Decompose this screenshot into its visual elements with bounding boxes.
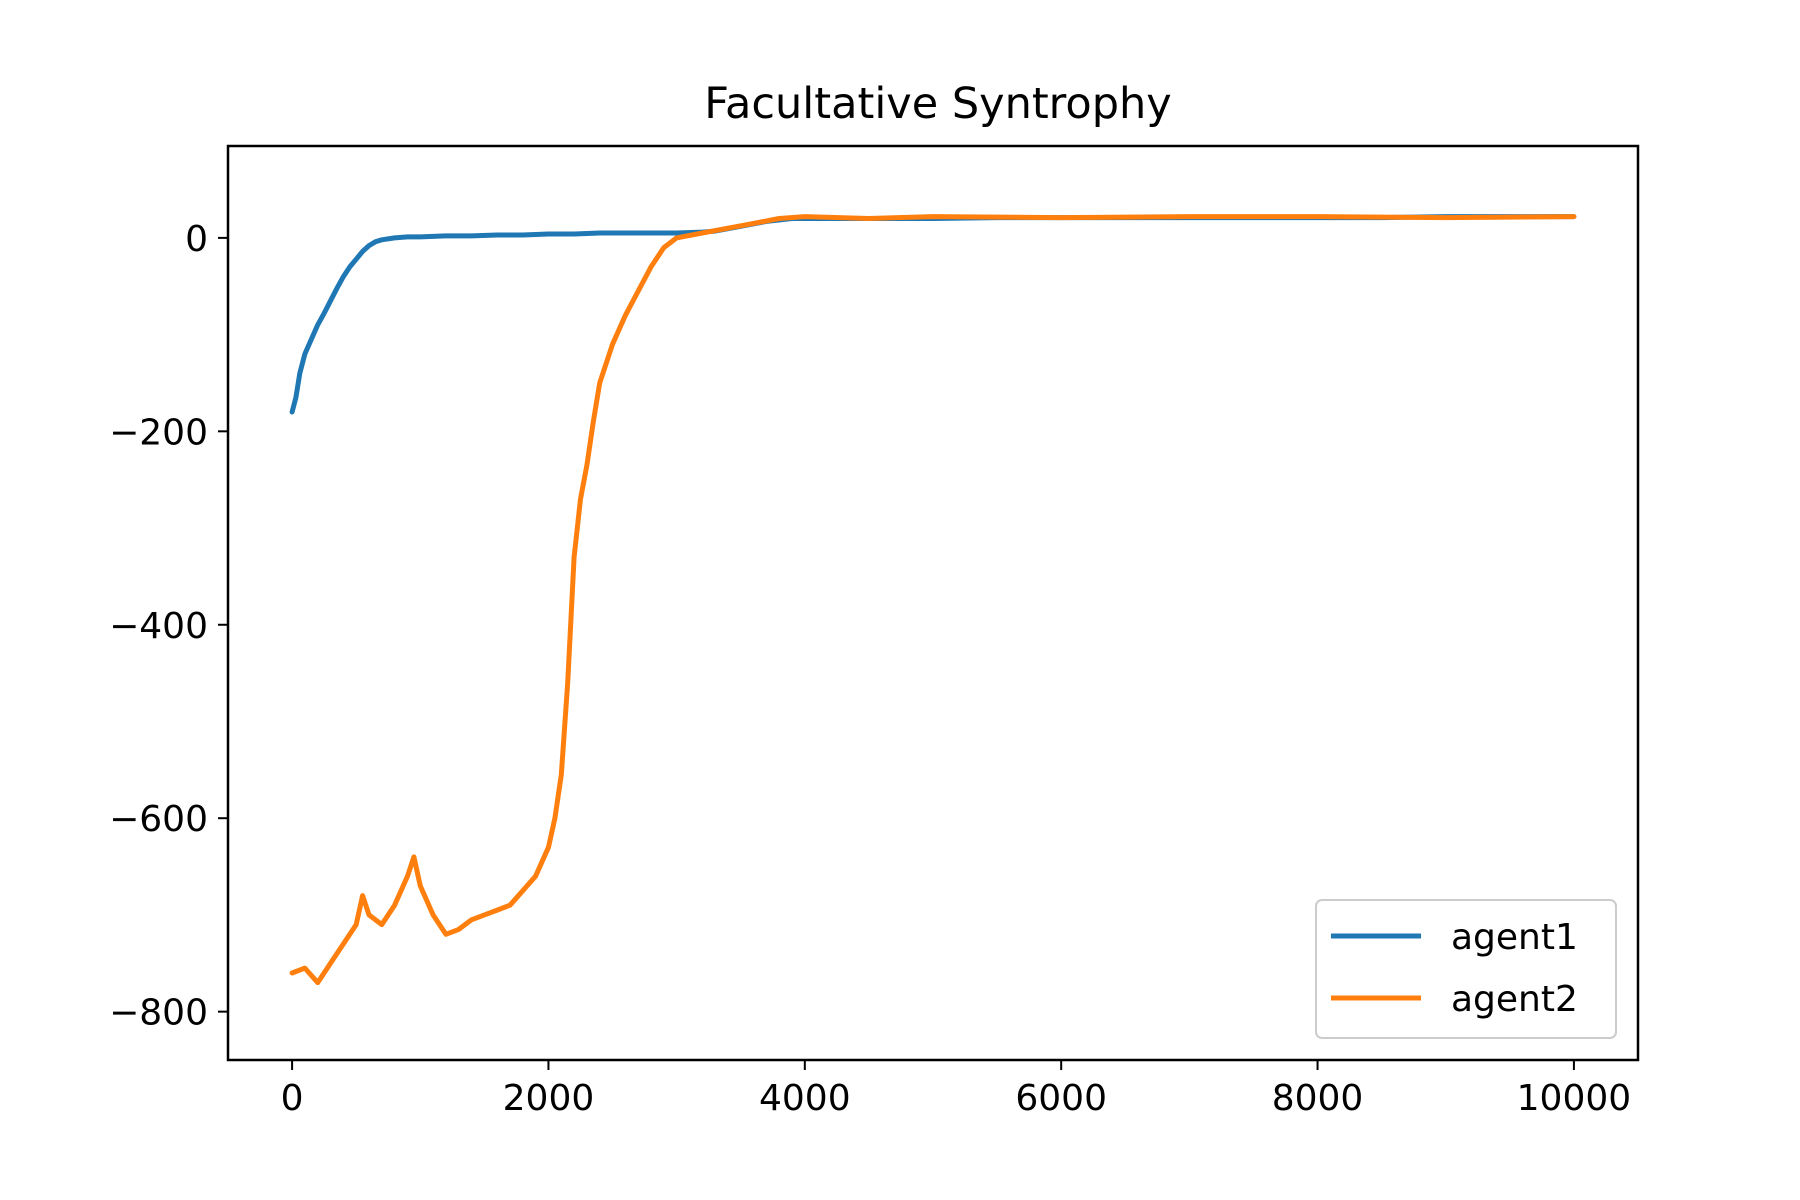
y-tick-label: −200 bbox=[109, 412, 208, 453]
x-tick-label: 2000 bbox=[503, 1078, 595, 1119]
x-tick-label: 0 bbox=[281, 1078, 304, 1119]
y-tick-label: −600 bbox=[109, 799, 208, 840]
legend-label-agent2: agent2 bbox=[1451, 979, 1578, 1020]
x-tick-label: 6000 bbox=[1015, 1078, 1107, 1119]
legend-label-agent1: agent1 bbox=[1451, 917, 1578, 958]
x-tick-label: 4000 bbox=[759, 1078, 851, 1119]
x-tick-label: 10000 bbox=[1517, 1078, 1632, 1119]
chart-title: Facultative Syntrophy bbox=[704, 79, 1171, 129]
y-tick-label: −400 bbox=[109, 606, 208, 647]
y-tick-label: 0 bbox=[185, 219, 208, 260]
y-tick-label: −800 bbox=[109, 993, 208, 1034]
legend: agent1 agent2 bbox=[1316, 900, 1616, 1038]
x-tick-label: 8000 bbox=[1272, 1078, 1364, 1119]
